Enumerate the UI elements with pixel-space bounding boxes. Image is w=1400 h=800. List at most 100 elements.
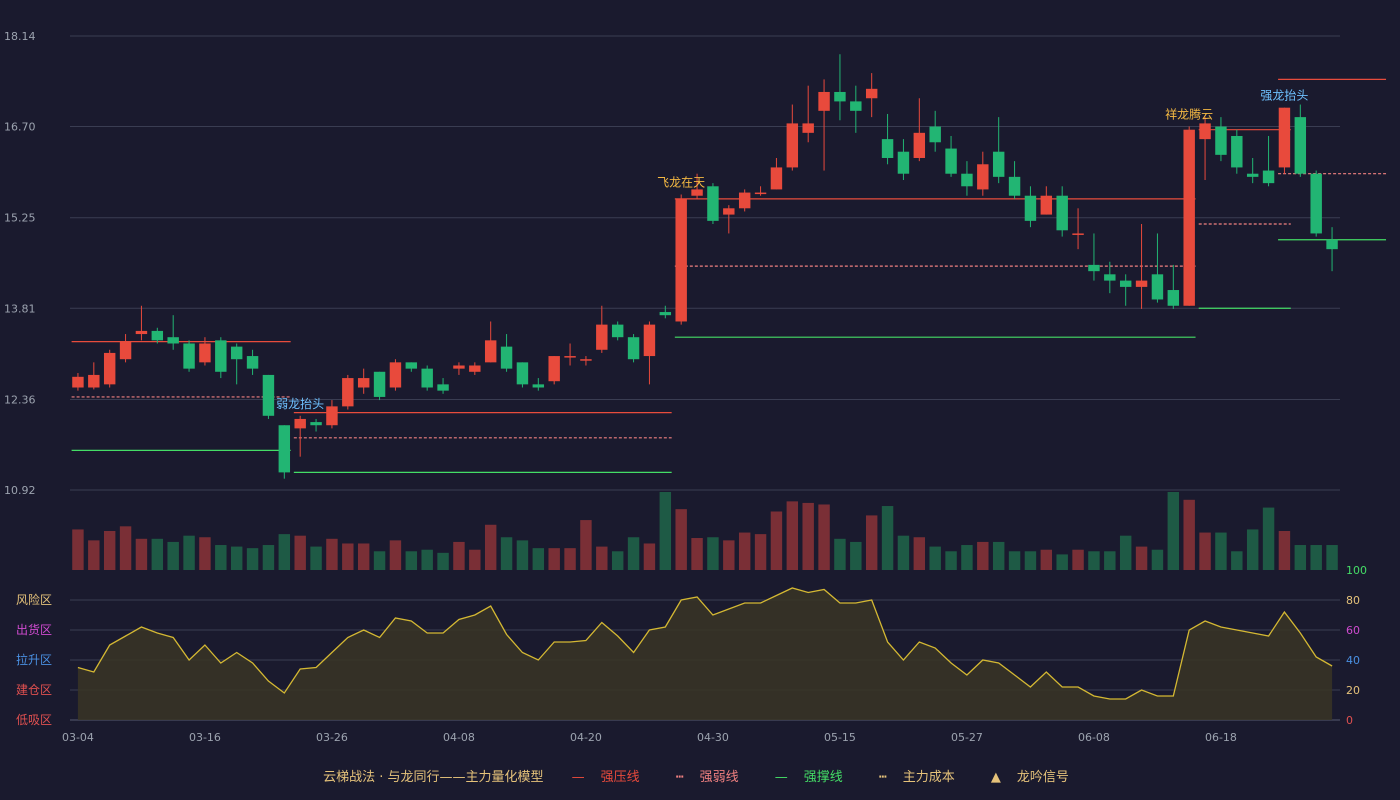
volume-bar <box>1151 549 1164 570</box>
volume-bar <box>389 540 402 570</box>
signal-label: 强龙抬头 <box>1260 89 1308 103</box>
volume-bar <box>516 540 529 570</box>
candle-body <box>1008 176 1021 196</box>
volume-bar <box>1056 554 1068 570</box>
candle-body <box>1215 126 1227 155</box>
volume-bar <box>151 538 164 570</box>
volume-bar <box>1278 531 1291 570</box>
x-tick-label: 06-18 <box>1205 731 1237 744</box>
volume-bar <box>1199 532 1211 570</box>
candle-body <box>342 378 354 407</box>
volume-bar <box>88 540 100 570</box>
candle-body <box>1072 233 1084 235</box>
x-tick-label: 03-26 <box>316 731 348 744</box>
volume-bar <box>977 541 989 570</box>
volume-bar <box>1119 535 1132 570</box>
candle-body <box>564 356 576 358</box>
candle-body <box>389 362 402 388</box>
volume-bar <box>199 537 211 570</box>
candle-body <box>88 374 100 388</box>
volume-bar <box>1183 499 1195 570</box>
volume-bar <box>580 520 592 570</box>
candle-body <box>548 356 560 382</box>
volume-bar <box>754 534 767 570</box>
legend-dashed-pink-icon: ┅ <box>675 770 684 785</box>
volume-bar <box>230 546 243 570</box>
candle-body <box>802 123 814 133</box>
candle-body <box>405 362 418 369</box>
candle-body <box>1326 239 1338 250</box>
volume-bar <box>421 549 433 570</box>
volume-bar <box>484 524 497 570</box>
candle-body <box>1151 274 1164 300</box>
osc-tick-label: 0 <box>1346 714 1353 727</box>
volume-bar <box>183 535 195 570</box>
volume-bar <box>675 509 687 570</box>
candle-body <box>1167 290 1180 306</box>
candle-body <box>103 352 116 385</box>
candle-body <box>183 343 195 369</box>
x-tick-label: 04-30 <box>697 731 729 744</box>
volume-bar <box>1310 545 1322 570</box>
osc-tick-label: 80 <box>1346 594 1360 607</box>
volume-bar <box>611 551 624 570</box>
volume-bar <box>691 538 703 570</box>
candle-body <box>453 365 465 369</box>
candle-body <box>913 132 926 158</box>
volume-bar <box>1231 551 1243 570</box>
volume-bar <box>167 541 179 570</box>
candle-body <box>738 192 751 209</box>
candle-body <box>929 126 941 143</box>
osc-tick-label: 100 <box>1346 564 1367 577</box>
price-tick-label: 18.14 <box>4 30 36 43</box>
candle-body <box>373 371 386 397</box>
osc-tick-label: 60 <box>1346 624 1360 637</box>
volume-bar <box>1294 545 1307 570</box>
volume-bar <box>723 540 735 570</box>
candle-body <box>278 425 291 473</box>
legend-solid-green-icon: — <box>774 770 788 785</box>
legend-item-signal: ▲ 龙吟信号 <box>983 770 1077 785</box>
candle-body <box>326 406 338 426</box>
volume-bar <box>881 506 894 570</box>
candle-body <box>627 337 640 360</box>
candle-body <box>945 148 957 174</box>
x-tick-label: 03-04 <box>62 731 94 744</box>
candle-body <box>1024 195 1037 221</box>
candle-body <box>818 91 830 111</box>
volume-bar <box>1167 492 1180 570</box>
price-axis: 18.14 16.70 15.25 13.81 12.36 10.92 <box>4 30 36 497</box>
x-tick-label: 03-16 <box>189 731 221 744</box>
volume-bar <box>548 548 560 570</box>
candle-body <box>199 343 211 363</box>
candle-body <box>1056 195 1068 231</box>
candle-body <box>1135 280 1148 287</box>
volume-bar <box>945 551 957 570</box>
candle-body <box>596 324 608 350</box>
candle-body <box>1278 107 1291 168</box>
candle-body <box>881 139 894 158</box>
signal-label: 飞龙在天 <box>657 175 705 189</box>
volume-bar <box>1008 551 1021 570</box>
volume-bar <box>1215 532 1227 570</box>
volume-bar <box>1246 529 1259 570</box>
candle-body <box>1104 274 1116 281</box>
price-tick-label: 13.81 <box>4 302 36 315</box>
signal-label: 祥龙腾云 <box>1165 107 1213 122</box>
volume-bar <box>707 537 719 570</box>
legend: 云梯战法 · 与龙同行——主力量化模型 — 强压线 ┅ 强弱线 — 强撑线 ┅ 主力成本… <box>0 766 1400 785</box>
volume-bar <box>1326 545 1338 570</box>
legend-item-weak: ┅ 强弱线 <box>668 770 747 785</box>
candle-body <box>580 359 592 361</box>
candle-body <box>516 362 529 385</box>
signal-labels: 弱龙抬头 飞龙在天 祥龙腾云 强龙抬头 <box>276 89 1308 411</box>
legend-solid-red-icon: — <box>571 770 585 785</box>
candle-body <box>1119 280 1132 287</box>
zone-label: 建仓区 <box>16 683 52 697</box>
volume-bar <box>469 549 481 570</box>
volume-bar <box>1088 551 1100 570</box>
candle-body <box>770 167 783 190</box>
legend-item-support: — 强撑线 <box>767 770 851 785</box>
